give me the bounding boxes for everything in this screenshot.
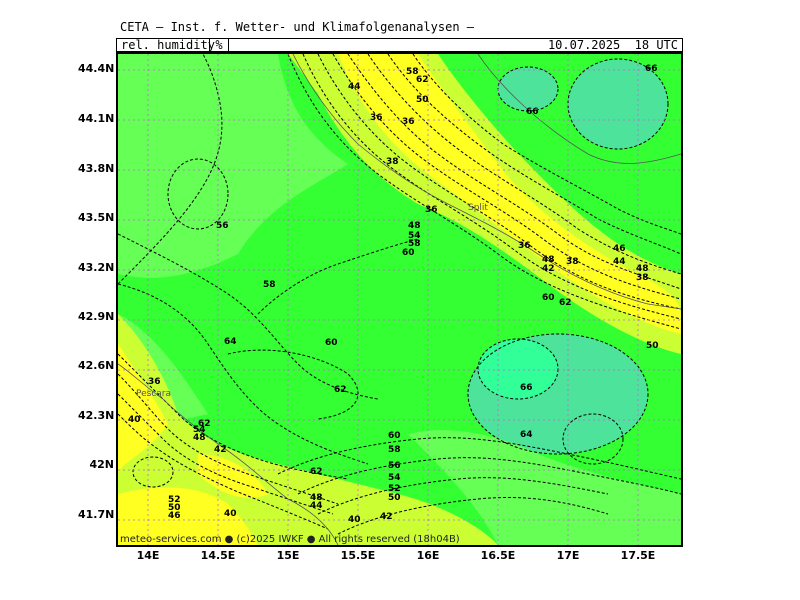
contour-label: 62 bbox=[559, 298, 572, 308]
contour-label: 36 bbox=[518, 241, 531, 251]
city-split: Split bbox=[468, 203, 488, 213]
contour-label: 50 bbox=[416, 95, 429, 105]
city-pescara: Pescara bbox=[136, 389, 171, 399]
contour-label: 38 bbox=[636, 273, 649, 283]
contour-label: 58 bbox=[263, 280, 276, 290]
contour-label: 54 bbox=[388, 473, 401, 483]
lon-label: 17.5E bbox=[620, 549, 656, 562]
contour-label: 42 bbox=[214, 445, 227, 455]
contour-label: 56 bbox=[216, 221, 229, 231]
contour-label: 60 bbox=[325, 338, 338, 348]
contour-label: 58 bbox=[406, 67, 419, 77]
lat-label: 41.7N bbox=[78, 508, 115, 521]
contour-label: 52 bbox=[388, 484, 401, 494]
contour-label: 60 bbox=[402, 248, 415, 258]
lon-label: 15E bbox=[276, 549, 300, 562]
contour-label: 40 bbox=[348, 515, 361, 525]
lat-label: 44.4N bbox=[78, 62, 115, 75]
lon-label: 15.5E bbox=[340, 549, 376, 562]
lat-label: 42.9N bbox=[78, 310, 115, 323]
lon-label: 17E bbox=[556, 549, 580, 562]
contour-label: 62 bbox=[198, 419, 211, 429]
contour-label: 46 bbox=[613, 244, 626, 254]
contour-label: 36 bbox=[425, 205, 438, 215]
contour-label: 64 bbox=[520, 430, 533, 440]
lat-label: 42.6N bbox=[78, 359, 115, 372]
contour-label: 52 bbox=[168, 495, 181, 505]
contour-label: 48 bbox=[310, 493, 323, 503]
chart-title: CETA — Inst. f. Wetter- und Klimafolgena… bbox=[120, 20, 475, 34]
copyright-footer: meteo-services.com ● (c)2025 IWKF ● All … bbox=[120, 534, 460, 545]
parameter-bar: rel. humidity % 10.07.2025 18 UTC bbox=[116, 38, 683, 52]
contour-label: 50 bbox=[388, 493, 401, 503]
contour-label: 36 bbox=[148, 377, 161, 387]
contour-label: 66 bbox=[520, 383, 533, 393]
contour-label: 66 bbox=[645, 64, 658, 74]
contour-label: 48 bbox=[542, 255, 555, 265]
contour-label: 36 bbox=[402, 117, 415, 127]
contour-label: 54 bbox=[193, 425, 206, 435]
lat-label: 43.2N bbox=[78, 261, 115, 274]
contour-label: 60 bbox=[388, 431, 401, 441]
contour-label: 38 bbox=[566, 257, 579, 267]
contour-label: 60 bbox=[542, 293, 555, 303]
lat-label: 43.5N bbox=[78, 211, 115, 224]
contour-label: 48 bbox=[193, 433, 206, 443]
contour-label: 56 bbox=[388, 461, 401, 471]
contour-label: 64 bbox=[224, 337, 237, 347]
contour-label: 36 bbox=[370, 113, 383, 123]
lon-label: 14.5E bbox=[200, 549, 236, 562]
humidity-map: 44 58 62 50 36 36 38 66 66 36 48 54 58 6… bbox=[116, 52, 683, 547]
lon-label: 16E bbox=[416, 549, 440, 562]
humidity-field: 44 58 62 50 36 36 38 66 66 36 48 54 58 6… bbox=[118, 54, 681, 545]
contour-label: 50 bbox=[168, 503, 181, 513]
contour-label: 44 bbox=[348, 82, 361, 92]
parameter-label: rel. humidity bbox=[121, 38, 215, 52]
lat-label: 44.1N bbox=[78, 112, 115, 125]
contour-label: 44 bbox=[613, 257, 626, 267]
lat-label: 42N bbox=[89, 458, 114, 471]
contour-label: 50 bbox=[646, 341, 659, 351]
contour-label: 54 bbox=[408, 231, 421, 241]
contour-label: 42 bbox=[380, 512, 393, 522]
unit-label: % bbox=[209, 38, 229, 52]
contour-label: 40 bbox=[128, 415, 141, 425]
contour-label: 40 bbox=[224, 509, 237, 519]
lon-label: 14E bbox=[136, 549, 160, 562]
contour-label: 44 bbox=[310, 501, 323, 511]
contour-label: 48 bbox=[636, 264, 649, 274]
valid-time: 10.07.2025 18 UTC bbox=[547, 38, 678, 52]
contour-label: 62 bbox=[310, 467, 323, 477]
lon-label: 16.5E bbox=[480, 549, 516, 562]
contour-label: 58 bbox=[408, 239, 421, 249]
contour-label: 46 bbox=[168, 511, 181, 521]
contour-label: 38 bbox=[386, 157, 399, 167]
contour-label: 62 bbox=[416, 75, 429, 85]
contour-label: 48 bbox=[408, 221, 421, 231]
lat-label: 42.3N bbox=[78, 409, 115, 422]
lat-label: 43.8N bbox=[78, 162, 115, 175]
contour-label: 62 bbox=[334, 385, 347, 395]
contour-label: 58 bbox=[388, 445, 401, 455]
contour-label: 66 bbox=[526, 107, 539, 117]
contour-label: 42 bbox=[542, 264, 555, 274]
